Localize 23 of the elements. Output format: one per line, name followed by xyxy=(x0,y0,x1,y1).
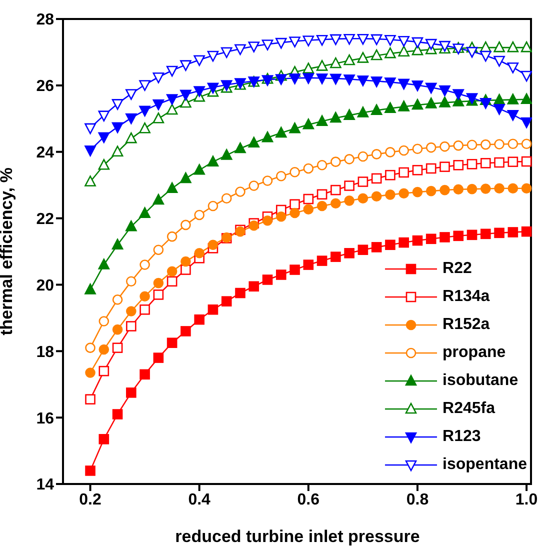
legend-label: isopentane xyxy=(442,456,527,474)
legend-label: R134a xyxy=(442,288,490,306)
x-tick-label: 0.2 xyxy=(79,491,102,508)
legend-label: propane xyxy=(442,344,506,362)
y-tick-label: 24 xyxy=(36,144,54,162)
legend-label: R22 xyxy=(442,260,472,278)
y-axis-title: thermal efficiency, % xyxy=(0,168,16,336)
y-tick-label: 16 xyxy=(36,410,54,428)
legend-label: R123 xyxy=(442,428,481,446)
x-tick-label: 0.6 xyxy=(297,491,320,508)
y-tick-label: 22 xyxy=(36,210,54,228)
y-tick-label: 28 xyxy=(36,12,54,29)
x-tick-label: 0.8 xyxy=(406,491,429,508)
x-axis-title: reduced turbine inlet pressure xyxy=(175,527,420,546)
x-tick-label: 0.4 xyxy=(188,491,211,508)
y-tick-label: 26 xyxy=(36,78,54,96)
legend-label: R152a xyxy=(442,316,490,334)
y-tick-label: 14 xyxy=(36,476,54,494)
y-tick-label: 18 xyxy=(36,344,54,361)
legend-label: isobutane xyxy=(442,372,518,390)
y-tick-label: 20 xyxy=(36,277,54,294)
x-tick-label: 1.0 xyxy=(515,491,538,508)
legend-label: R245fa xyxy=(442,400,496,418)
